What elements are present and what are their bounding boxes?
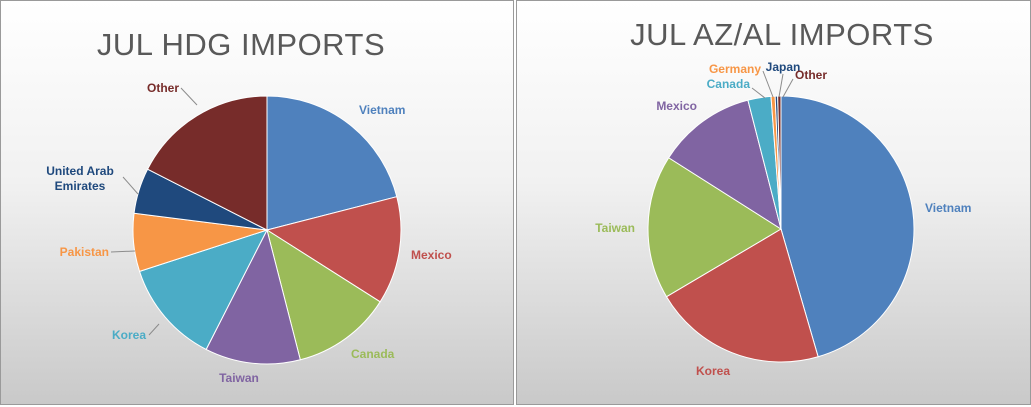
pie-slice-korea [665, 228, 819, 363]
hdg-imports-chart-panel: JUL HDG IMPORTS Vietnam Mexico Canada Taiwa… [0, 0, 514, 405]
pie-slice-korea [138, 229, 268, 351]
leader-line-other [180, 87, 198, 106]
leader-line-korea [148, 323, 160, 336]
slice-label-mexico: Mexico [656, 99, 697, 113]
slice-label-other: Other [147, 81, 179, 95]
slice-label-vietnam: Vietnam [925, 201, 971, 215]
slice-label-japan: Japan [766, 60, 801, 74]
chart-title: JUL HDG IMPORTS [97, 27, 385, 62]
leader-line-other [782, 78, 794, 98]
slice-label-mexico: Mexico [411, 248, 452, 262]
azal-imports-pie-chart: JUL AZ/AL IMPORTS Vietnam Korea Taiwan Mexi… [595, 17, 971, 378]
pie-slice-mexico [668, 99, 782, 231]
leader-line-germany [762, 70, 774, 98]
slice-label-korea: Korea [112, 328, 146, 342]
pie-slice-vietnam [780, 95, 915, 358]
pie-slice-taiwan [205, 228, 301, 365]
slice-label-united-arab-emirates: United Arab Emirates [46, 164, 114, 193]
slice-label-taiwan: Taiwan [595, 221, 635, 235]
slice-label-pakistan: Pakistan [60, 245, 109, 259]
slice-label-germany: Germany [709, 62, 761, 76]
slice-label-canada: Canada [351, 347, 395, 361]
slice-label-taiwan: Taiwan [219, 371, 259, 385]
pie-slice-vietnam [266, 95, 398, 231]
leader-line-pakistan [110, 250, 136, 253]
slice-label-other: Other [795, 68, 827, 82]
chart-title: JUL AZ/AL IMPORTS [630, 17, 934, 52]
leader-line-japan [778, 73, 784, 98]
leader-line-united-arab-emirates [122, 176, 139, 195]
leader-line-canada [751, 87, 766, 99]
hdg-imports-pie-chart: JUL HDG IMPORTS Vietnam Mexico Canada Taiwa… [46, 27, 452, 385]
pie-slice-taiwan [647, 157, 782, 298]
pie-slice-mexico [265, 196, 402, 303]
slice-label-korea: Korea [696, 364, 730, 378]
slice-label-canada: Canada [707, 77, 751, 91]
slice-label-vietnam: Vietnam [359, 103, 405, 117]
azal-imports-chart-panel: JUL AZ/AL IMPORTS Vietnam Korea Taiwan Mexi… [516, 0, 1031, 405]
pie-slice-canada [266, 228, 381, 361]
pie-slice-other [146, 95, 268, 231]
